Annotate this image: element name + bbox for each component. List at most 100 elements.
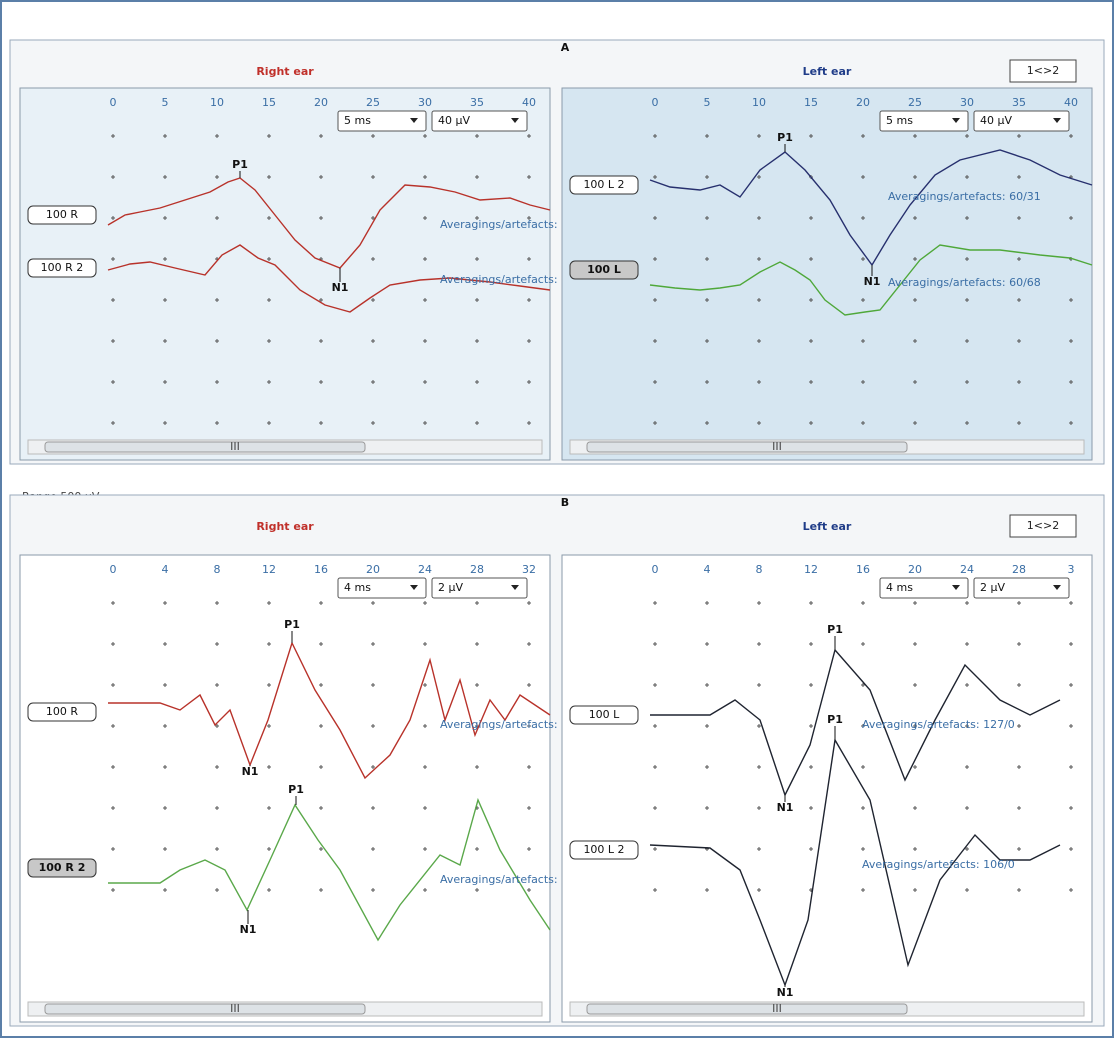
trace-info: Averagings/artefacts: 135/0 [440,718,593,731]
grid-cross [705,339,709,343]
grid-cross [371,765,375,769]
trace-label-box[interactable] [569,175,639,195]
grid-cross [423,216,427,220]
grid-cross [423,421,427,425]
grid-cross [757,601,761,605]
grid-cross [319,642,323,646]
dropdown[interactable] [973,110,1070,132]
dropdown[interactable] [337,577,427,599]
dropdown-value[interactable]: 5 ms [886,114,913,127]
grid-cross [913,339,917,343]
time-tick-label: 20 [314,96,328,109]
grid-cross [111,724,115,728]
dropdown-arrow[interactable] [410,118,418,123]
grid-cross [653,888,657,892]
dropdown-value[interactable]: 4 ms [886,581,913,594]
dropdown-arrow[interactable] [1053,118,1061,123]
scrollbar-thumb[interactable] [44,441,366,453]
scroll-grip[interactable]: III [230,1002,240,1015]
grid-cross [215,298,219,302]
dropdown-arrow[interactable] [952,585,960,590]
dropdown[interactable] [431,577,528,599]
view-area [19,87,551,461]
dropdown-value[interactable]: 5 ms [344,114,371,127]
swap-button[interactable] [1009,514,1077,538]
grid-cross [913,806,917,810]
view-title: Right ear [256,520,314,533]
grid-cross [809,806,813,810]
trace-info: Averagings/artefacts: 60/68 [888,276,1041,289]
time-tick-label: 8 [214,563,221,576]
dropdown[interactable] [431,110,528,132]
grid-cross [965,683,969,687]
dropdown[interactable] [879,110,969,132]
grid-cross [757,216,761,220]
trace-label[interactable]: 100 R [46,208,78,221]
dropdown[interactable] [879,577,969,599]
trace-label[interactable]: 100 R 2 [41,261,84,274]
swap-button-label[interactable]: 1<>2 [1027,64,1059,77]
dropdown-value[interactable]: 2 µV [980,581,1005,594]
time-tick-label: 35 [470,96,484,109]
trace-label[interactable]: 100 R [46,705,78,718]
grid-cross [705,380,709,384]
dropdown[interactable] [337,110,427,132]
grid-cross [475,216,479,220]
trace-label-box[interactable] [27,258,97,278]
scrollbar-thumb[interactable] [586,441,908,453]
dropdown-value[interactable]: 2 µV [438,581,463,594]
trace-label[interactable]: 100 R 2 [39,861,86,874]
dropdown-arrow[interactable] [1053,585,1061,590]
dropdown-arrow[interactable] [511,118,519,123]
trace-label[interactable]: 100 L 2 [583,178,624,191]
grid-cross [423,724,427,728]
trace-label[interactable]: 100 L 2 [583,843,624,856]
time-tick-label: 24 [418,563,432,576]
trace-label-box[interactable] [569,840,639,860]
grid-cross [111,298,115,302]
dropdown-value[interactable]: 4 ms [344,581,371,594]
dropdown-arrow[interactable] [511,585,519,590]
grid-cross [965,847,969,851]
trace-label[interactable]: 100 L [589,708,620,721]
trace-label-box[interactable] [569,705,639,725]
scroll-grip[interactable]: III [772,1002,782,1015]
trace-label-box[interactable] [569,260,639,280]
trace-label-box[interactable] [27,702,97,722]
grid-cross [1017,724,1021,728]
grid-cross [163,642,167,646]
grid-cross [215,216,219,220]
time-tick-label: 35 [1012,96,1026,109]
grid-cross [965,421,969,425]
grid-cross [757,298,761,302]
grid-cross [215,683,219,687]
scroll-grip[interactable]: III [230,440,240,453]
grid-cross [527,339,531,343]
dropdown-arrow[interactable] [410,585,418,590]
grid-cross [1069,888,1073,892]
dropdown-value[interactable]: 40 µV [438,114,470,127]
swap-button[interactable] [1009,59,1077,83]
time-tick-label: 25 [366,96,380,109]
swap-button-label[interactable]: 1<>2 [1027,519,1059,532]
grid-cross [861,298,865,302]
trace-label-box[interactable] [27,858,97,878]
trace-label-box[interactable] [27,205,97,225]
panel-letter: B [561,496,569,509]
grid-cross [809,216,813,220]
grid-cross [705,888,709,892]
grid-cross [215,380,219,384]
grid-cross [1017,339,1021,343]
grid-cross [653,421,657,425]
scrollbar-thumb[interactable] [586,1003,908,1015]
trace-label[interactable]: 100 L [587,263,621,276]
dropdown-arrow[interactable] [952,118,960,123]
scrollbar-thumb[interactable] [44,1003,366,1015]
grid-cross [705,175,709,179]
grid-cross [163,175,167,179]
scroll-grip[interactable]: III [772,440,782,453]
dropdown[interactable] [973,577,1070,599]
grid-cross [965,380,969,384]
grid-cross [527,806,531,810]
dropdown-value[interactable]: 40 µV [980,114,1012,127]
